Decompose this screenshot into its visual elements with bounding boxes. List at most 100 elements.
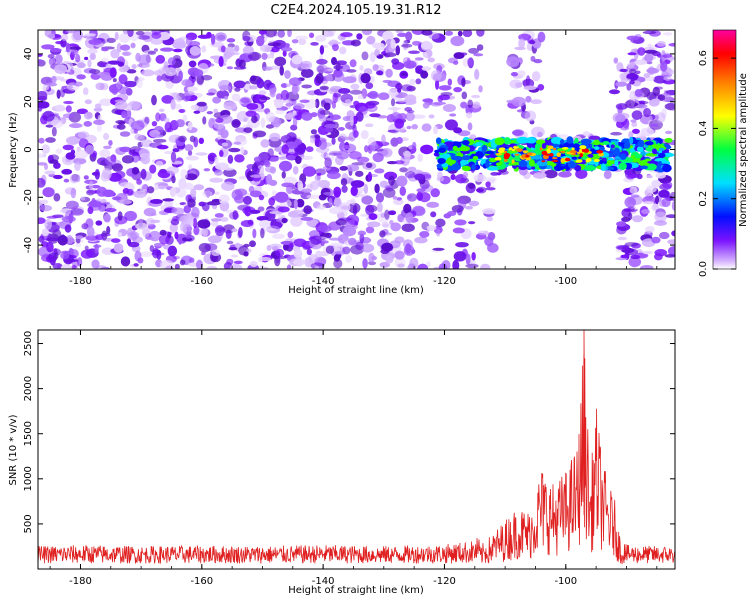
spectrogram-cell [145,217,156,226]
spectrogram-cell [361,195,374,205]
spectrogram-cell [619,68,628,73]
spectrogram-cell [328,237,343,241]
spectrogram-x-label: Height of straight line (km) [288,285,424,296]
spectrogram-cell [73,81,83,87]
spectrogram-cell [619,153,627,160]
spectrogram-cell [310,262,325,269]
spectrogram-cell [432,247,445,251]
spectrogram-cell [221,142,229,147]
spectrogram-cell [630,119,637,123]
spectrogram-cell [353,130,359,138]
spectrogram-cell [405,112,415,121]
spectrogram-cell [230,254,239,258]
spectrogram-cell [223,167,234,171]
spectrogram-cell [401,223,415,233]
spectrogram-cell [537,84,545,91]
spectrogram-cell [175,119,185,128]
spectrogram-cell [340,178,348,186]
spectrogram-cell [517,70,526,77]
spectrogram-cell [579,153,584,157]
spectrogram-cell [584,164,597,171]
spectrogram-cell [420,70,429,79]
spectrogram-cell [218,194,230,204]
spectrogram-cell [127,231,140,240]
spectrogram-cell [662,181,673,189]
spectrogram-cell [140,168,147,180]
spectrogram-cell [561,146,569,150]
spectrogram-cell [411,30,425,35]
spectrogram-cell [206,92,215,96]
spectrogram-cell [359,65,364,71]
spectrogram-cell [623,209,638,213]
spectrogram-cell [242,45,254,55]
spectrogram-cell [171,175,176,184]
spectrogram-cell [153,48,158,52]
spectrogram-cell [112,196,122,201]
spectrogram-cell [126,69,137,74]
spectrogram-cell [264,166,276,173]
spectrogram-cell [617,236,628,241]
spectrogram-cell [166,166,179,175]
spectrogram-cell [348,202,361,214]
spectrogram-cell [185,37,193,46]
spectrogram-cell [342,246,351,255]
spectrogram-cell [244,206,252,217]
spectrogram-cell [83,111,93,120]
spectrogram-cell [51,75,57,84]
spectrogram-cell [246,248,252,253]
spectrogram-cell [375,192,385,203]
spectrogram-cell [74,161,81,171]
spectrogram-cell [630,194,640,198]
spectrogram-cell [359,233,365,244]
spectrogram-cell [476,44,484,51]
spectrogram-cell [158,185,167,190]
spectrogram-cell [131,64,137,70]
spectrogram-cell [188,60,197,68]
spectrogram-cell [246,103,259,110]
spectrogram-cell [399,186,407,197]
spectrogram-cell [96,198,103,202]
spectrogram-cell [349,89,363,95]
spectrogram-cell [485,160,490,168]
spectrogram-cell [634,153,643,159]
spectrogram-cell [94,103,102,109]
spectrogram-cell [157,31,171,41]
spectrogram-cell [53,162,61,169]
spectrogram-cell [451,163,462,171]
spectrogram-cell [574,164,582,172]
spectrogram-cell [450,174,456,181]
spectrogram-cell [113,243,124,253]
spectrogram-cell [301,155,314,161]
spectrogram-cell [54,104,65,112]
colorbar-label: Normalized spectral amplitude [738,73,749,227]
spectrogram-cell [333,68,343,78]
spectrogram-cell [71,264,77,269]
spectrogram-cell [201,251,206,256]
spectrogram-cell [108,140,113,146]
spectrogram-cell [187,150,193,156]
spectrogram-cell [531,71,541,82]
spectrogram-cell [284,43,290,48]
spectrogram-cell [388,87,400,97]
spectrogram-cell [142,227,151,238]
spectrogram-cell [234,154,245,163]
spectrogram-cell [116,123,126,130]
spectrogram-cell [265,124,275,129]
snr-frame [37,329,676,570]
spectrogram-cell [511,149,516,152]
spectrogram-cell [533,59,543,64]
spectrogram-cell [663,76,672,81]
spectrogram-cell [180,222,185,232]
spectrogram-cell [260,139,270,148]
spectrogram-cell [46,241,54,253]
spectrogram-cell [361,51,369,61]
spectrogram-cell [461,139,470,146]
spectrogram-cell [170,151,177,163]
spectrogram-cell [423,52,428,59]
spectrogram-cell [509,79,523,89]
spectrogram-cell [78,138,89,149]
spectrogram-cell [280,134,293,144]
spectrogram-cell [345,255,352,263]
spectrogram-cell [422,98,434,103]
spectrogram-cell [623,142,631,149]
